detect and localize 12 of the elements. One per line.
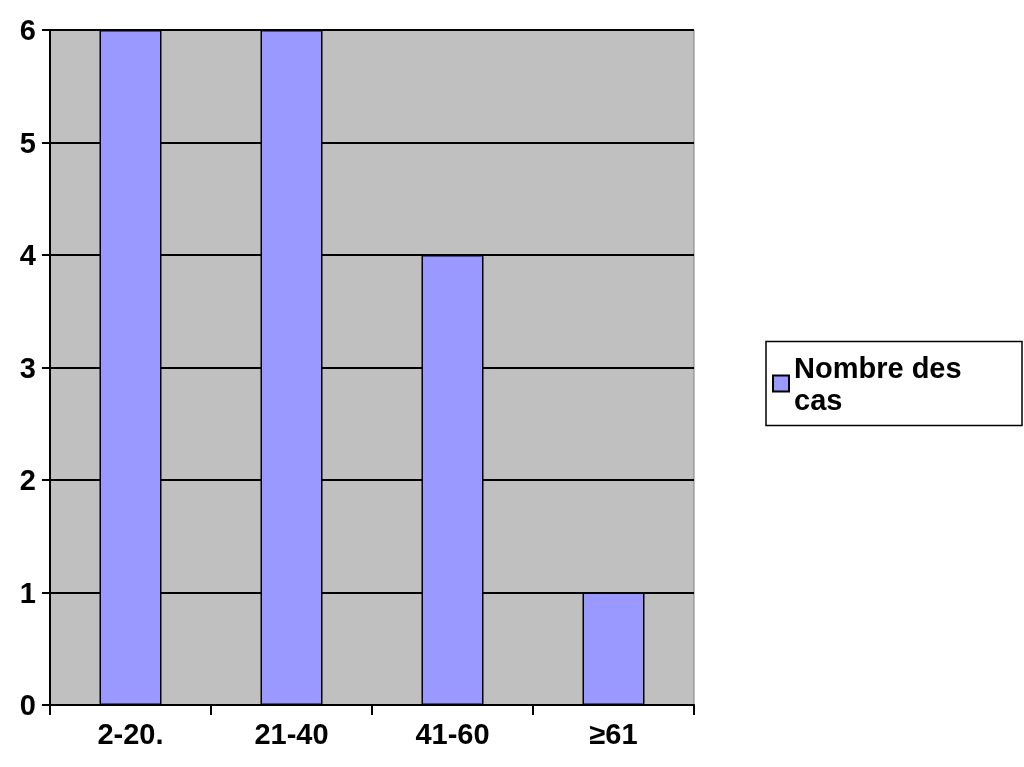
y-tick-label: 5 (19, 126, 36, 159)
y-tick-label: 2 (19, 464, 36, 496)
x-tick-label: 2-20. (97, 717, 164, 750)
y-tick-label: 6 (19, 14, 36, 46)
y-tick-label: 1 (19, 576, 36, 609)
legend-label: Nombre des cas (794, 351, 970, 416)
y-tick-label: 0 (19, 689, 36, 721)
y-tick-label: 4 (19, 239, 36, 271)
y-tick-label: 3 (19, 351, 36, 384)
x-tick-label: ≥61 (589, 717, 638, 750)
x-tick-label: 41-60 (415, 717, 490, 750)
x-tick-label: 21-40 (254, 717, 329, 750)
